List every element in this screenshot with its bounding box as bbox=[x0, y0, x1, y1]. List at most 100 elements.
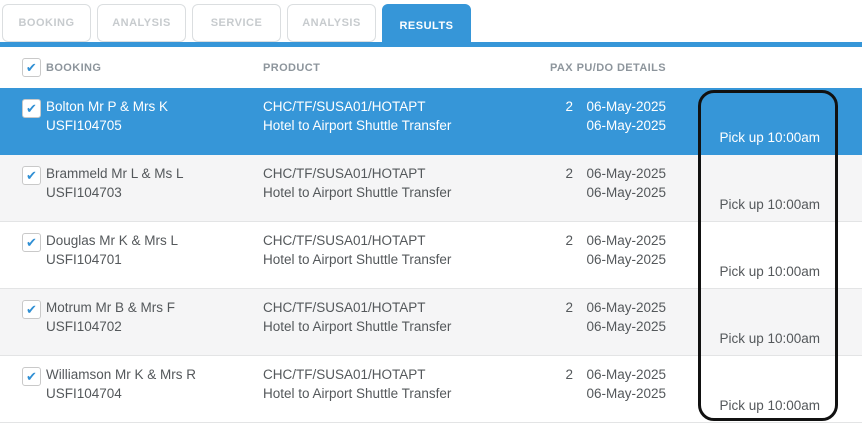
tab-results[interactable]: RESULTS bbox=[382, 4, 471, 47]
row-checkbox[interactable]: ✔ bbox=[22, 300, 41, 319]
column-header-booking: BOOKING bbox=[46, 61, 102, 74]
pickup-time: Pick up 10:00am bbox=[719, 130, 820, 145]
select-all-checkbox[interactable]: ✔ bbox=[22, 58, 41, 77]
guest-name: Douglas Mr K & Mrs L bbox=[46, 233, 179, 248]
dropoff-date: 06-May-2025 bbox=[586, 319, 666, 334]
booking-code: USFI104702 bbox=[46, 319, 122, 334]
checkbox-cell: ✔ bbox=[0, 155, 46, 221]
header-checkbox-cell: ✔ bbox=[0, 58, 46, 77]
booking-cell: Douglas Mr K & Mrs L USFI104701 bbox=[46, 222, 263, 288]
checkbox-cell: ✔ bbox=[0, 88, 46, 154]
product-code: CHC/TF/SUSA01/HOTAPT bbox=[263, 99, 426, 114]
dropoff-date: 06-May-2025 bbox=[586, 386, 666, 401]
guest-name: Bolton Mr P & Mrs K bbox=[46, 99, 169, 114]
table-row[interactable]: ✔ Bolton Mr P & Mrs K USFI104705 CHC/TF/… bbox=[0, 88, 862, 155]
check-icon: ✔ bbox=[26, 302, 37, 317]
pickup-cell: Pick up 10:00am bbox=[666, 289, 820, 355]
row-checkbox[interactable]: ✔ bbox=[22, 99, 41, 118]
booking-code: USFI104705 bbox=[46, 118, 122, 133]
pickup-date: 06-May-2025 bbox=[586, 99, 666, 114]
booking-code: USFI104701 bbox=[46, 252, 122, 267]
pickup-cell: Pick up 10:00am bbox=[666, 155, 820, 221]
guest-name: Brammeld Mr L & Ms L bbox=[46, 166, 184, 181]
pax-count: 2 bbox=[565, 99, 573, 114]
product-name: Hotel to Airport Shuttle Transfer bbox=[263, 118, 452, 133]
table-row[interactable]: ✔ Brammeld Mr L & Ms L USFI104703 CHC/TF… bbox=[0, 155, 862, 222]
product-code: CHC/TF/SUSA01/HOTAPT bbox=[263, 233, 426, 248]
row-checkbox[interactable]: ✔ bbox=[22, 166, 41, 185]
pudo-cell: 06-May-2025 06-May-2025 bbox=[573, 289, 666, 355]
check-icon: ✔ bbox=[26, 101, 37, 116]
product-name: Hotel to Airport Shuttle Transfer bbox=[263, 319, 452, 334]
pickup-cell: Pick up 10:00am bbox=[666, 222, 820, 288]
dropoff-date: 06-May-2025 bbox=[586, 185, 666, 200]
product-cell: CHC/TF/SUSA01/HOTAPT Hotel to Airport Sh… bbox=[263, 88, 540, 154]
pudo-cell: 06-May-2025 06-May-2025 bbox=[573, 155, 666, 221]
tab-label: ANALYSIS bbox=[112, 17, 171, 29]
booking-code: USFI104703 bbox=[46, 185, 122, 200]
booking-cell: Motrum Mr B & Mrs F USFI104702 bbox=[46, 289, 263, 355]
product-cell: CHC/TF/SUSA01/HOTAPT Hotel to Airport Sh… bbox=[263, 155, 540, 221]
tab-label: BOOKING bbox=[18, 17, 75, 29]
pickup-date: 06-May-2025 bbox=[586, 300, 666, 315]
pickup-cell: Pick up 10:00am bbox=[666, 356, 820, 422]
product-cell: CHC/TF/SUSA01/HOTAPT Hotel to Airport Sh… bbox=[263, 289, 540, 355]
pudo-cell: 06-May-2025 06-May-2025 bbox=[573, 356, 666, 422]
row-checkbox[interactable]: ✔ bbox=[22, 233, 41, 252]
pickup-date: 06-May-2025 bbox=[586, 166, 666, 181]
pudo-cell: 06-May-2025 06-May-2025 bbox=[573, 222, 666, 288]
pudo-cell: 06-May-2025 06-May-2025 bbox=[573, 88, 666, 154]
tab-label: ANALYSIS bbox=[302, 17, 361, 29]
product-code: CHC/TF/SUSA01/HOTAPT bbox=[263, 300, 426, 315]
dropoff-date: 06-May-2025 bbox=[586, 252, 666, 267]
pickup-time: Pick up 10:00am bbox=[719, 197, 820, 212]
product-code: CHC/TF/SUSA01/HOTAPT bbox=[263, 367, 426, 382]
pax-count: 2 bbox=[565, 367, 573, 382]
check-icon: ✔ bbox=[26, 369, 37, 384]
pickup-date: 06-May-2025 bbox=[586, 233, 666, 248]
pax-count: 2 bbox=[565, 300, 573, 315]
table-header: ✔ BOOKING PRODUCT PAX PU/DO DETAILS bbox=[0, 47, 862, 88]
guest-name: Motrum Mr B & Mrs F bbox=[46, 300, 175, 315]
booking-code: USFI104704 bbox=[46, 386, 122, 401]
booking-cell: Williamson Mr K & Mrs R USFI104704 bbox=[46, 356, 263, 422]
product-cell: CHC/TF/SUSA01/HOTAPT Hotel to Airport Sh… bbox=[263, 356, 540, 422]
column-header-pax: PAX bbox=[549, 61, 573, 74]
pickup-time: Pick up 10:00am bbox=[719, 398, 820, 413]
pax-count: 2 bbox=[565, 233, 573, 248]
row-checkbox[interactable]: ✔ bbox=[22, 367, 41, 386]
booking-cell: Brammeld Mr L & Ms L USFI104703 bbox=[46, 155, 263, 221]
table-row[interactable]: ✔ Douglas Mr K & Mrs L USFI104701 CHC/TF… bbox=[0, 222, 862, 289]
pickup-date: 06-May-2025 bbox=[586, 367, 666, 382]
table-row[interactable]: ✔ Williamson Mr K & Mrs R USFI104704 CHC… bbox=[0, 356, 862, 423]
tab-bar: BOOKING ANALYSIS SERVICE ANALYSIS RESULT… bbox=[2, 4, 471, 47]
tab-service[interactable]: SERVICE bbox=[192, 4, 281, 42]
check-icon: ✔ bbox=[26, 235, 37, 250]
dropoff-date: 06-May-2025 bbox=[586, 118, 666, 133]
results-table-body: ✔ Bolton Mr P & Mrs K USFI104705 CHC/TF/… bbox=[0, 88, 862, 423]
table-row[interactable]: ✔ Motrum Mr B & Mrs F USFI104702 CHC/TF/… bbox=[0, 289, 862, 356]
check-icon: ✔ bbox=[25, 60, 38, 75]
product-name: Hotel to Airport Shuttle Transfer bbox=[263, 185, 452, 200]
tab-analysis-1[interactable]: ANALYSIS bbox=[97, 4, 186, 42]
tab-label: RESULTS bbox=[399, 19, 454, 32]
tab-analysis-2[interactable]: ANALYSIS bbox=[287, 4, 376, 42]
product-name: Hotel to Airport Shuttle Transfer bbox=[263, 386, 452, 401]
pickup-time: Pick up 10:00am bbox=[719, 264, 820, 279]
check-icon: ✔ bbox=[26, 168, 37, 183]
guest-name: Williamson Mr K & Mrs R bbox=[46, 367, 197, 382]
booking-cell: Bolton Mr P & Mrs K USFI104705 bbox=[46, 88, 263, 154]
column-header-pudo: PU/DO DETAILS bbox=[576, 61, 666, 74]
pax-count: 2 bbox=[565, 166, 573, 181]
pickup-cell: Pick up 10:00am bbox=[666, 88, 820, 154]
column-header-product: PRODUCT bbox=[263, 61, 321, 74]
pickup-time: Pick up 10:00am bbox=[719, 331, 820, 346]
checkbox-cell: ✔ bbox=[0, 356, 46, 422]
checkbox-cell: ✔ bbox=[0, 289, 46, 355]
product-cell: CHC/TF/SUSA01/HOTAPT Hotel to Airport Sh… bbox=[263, 222, 540, 288]
tab-label: SERVICE bbox=[210, 17, 263, 29]
checkbox-cell: ✔ bbox=[0, 222, 46, 288]
product-code: CHC/TF/SUSA01/HOTAPT bbox=[263, 166, 426, 181]
tab-booking[interactable]: BOOKING bbox=[2, 4, 91, 42]
